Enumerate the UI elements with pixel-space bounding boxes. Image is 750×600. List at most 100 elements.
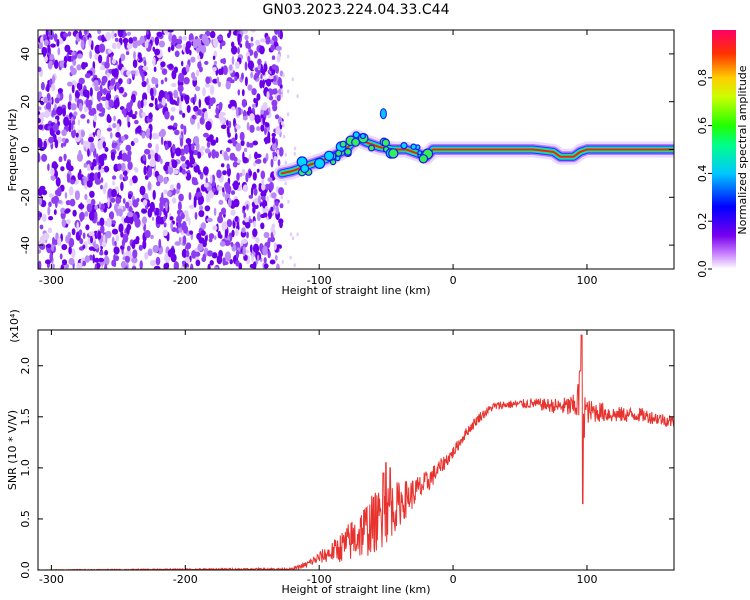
noise-speckle: [57, 237, 62, 247]
snr-marks: [38, 334, 674, 570]
noise-speckle: [266, 91, 270, 100]
noise-speckle: [246, 122, 250, 131]
x-tick-label: 0: [450, 573, 457, 586]
noise-speckle: [78, 203, 85, 210]
noise-speckle: [56, 39, 60, 47]
noise-speckle: [88, 211, 95, 221]
colorbar-tick-label: 0.8: [696, 69, 709, 87]
noise-speckle: [141, 73, 145, 82]
noise-speckle: [145, 128, 150, 139]
noise-speckle: [64, 209, 70, 214]
noise-speckle: [212, 225, 218, 231]
noise-speckle: [52, 263, 55, 269]
noise-speckle: [79, 238, 84, 245]
noise-speckle: [51, 110, 54, 117]
noise-speckle: [176, 215, 182, 224]
noise-speckle: [178, 236, 182, 244]
x-tick-label: -200: [173, 274, 198, 287]
noise-speckle: [245, 40, 250, 49]
noise-speckle: [222, 65, 228, 75]
noise-speckle: [66, 176, 71, 183]
noise-speckle: [201, 112, 205, 119]
noise-speckle: [261, 178, 265, 184]
noise-speckle: [212, 38, 219, 48]
spectrogram-y-axis-label: Frequency (Hz): [6, 109, 19, 192]
noise-speckle: [88, 231, 95, 236]
noise-speckle: [255, 153, 262, 158]
y-tick-label: 1.5: [19, 408, 32, 426]
noise-speckle: [291, 77, 294, 82]
noise-speckle: [263, 257, 267, 264]
noise-speckle: [71, 228, 76, 236]
noise-speckle: [224, 228, 228, 239]
noise-speckle: [293, 263, 296, 268]
noise-speckle: [147, 153, 151, 160]
noise-speckle: [193, 198, 197, 208]
noise-speckle: [163, 189, 168, 195]
noise-speckle: [120, 231, 124, 238]
noise-speckle: [207, 263, 211, 269]
noise-speckle: [103, 165, 110, 173]
noise-speckle: [94, 263, 97, 269]
noise-speckle: [63, 61, 67, 69]
y-tick-label: 20: [19, 95, 32, 109]
noise-speckle: [98, 54, 103, 64]
noise-speckle: [110, 197, 116, 203]
noise-speckle: [116, 144, 120, 151]
noise-speckle: [273, 155, 278, 161]
noise-speckle: [103, 255, 110, 266]
noise-speckle: [170, 115, 175, 121]
noise-speckle: [275, 125, 282, 135]
noise-speckle: [142, 239, 147, 250]
noise-speckle: [272, 151, 277, 157]
noise-speckle: [49, 53, 55, 61]
noise-speckle: [181, 163, 187, 169]
noise-speckle: [60, 207, 66, 214]
noise-speckle: [264, 205, 269, 213]
noise-speckle: [125, 144, 132, 152]
noise-speckle: [271, 192, 277, 199]
noise-speckle: [234, 76, 238, 81]
ridge-blob: [418, 154, 429, 164]
noise-speckle: [282, 73, 285, 78]
noise-speckle: [132, 59, 138, 68]
noise-speckle: [38, 124, 44, 130]
noise-speckle: [64, 44, 71, 53]
noise-speckle: [229, 79, 235, 84]
noise-speckle: [242, 156, 248, 164]
noise-speckle: [286, 112, 290, 117]
noise-speckle: [48, 201, 52, 208]
noise-speckle: [86, 163, 91, 172]
noise-speckle: [195, 38, 202, 47]
noise-speckle: [256, 254, 260, 262]
y-tick-label: 0.0: [19, 561, 32, 579]
noise-speckle: [113, 115, 116, 122]
noise-speckle: [276, 94, 281, 102]
noise-speckle: [83, 162, 88, 168]
noise-speckle: [180, 155, 186, 162]
noise-speckle: [120, 162, 126, 172]
noise-speckle: [185, 172, 192, 181]
noise-speckle: [254, 197, 259, 206]
noise-speckle: [149, 87, 154, 97]
noise-speckle: [193, 115, 197, 120]
noise-speckle: [99, 251, 104, 256]
noise-speckle: [102, 141, 107, 149]
noise-speckle: [170, 99, 177, 105]
noise-speckle: [57, 47, 61, 56]
noise-speckle: [199, 116, 205, 125]
noise-speckle: [164, 143, 169, 151]
noise-speckle: [203, 166, 209, 176]
noise-speckle: [167, 125, 174, 130]
noise-speckle: [167, 165, 171, 172]
noise-speckle: [92, 158, 97, 167]
noise-speckle: [48, 216, 54, 221]
noise-speckle: [104, 147, 109, 152]
noise-speckle: [183, 77, 190, 85]
x-tick-label: 100: [576, 274, 597, 287]
noise-speckle: [128, 206, 133, 213]
noise-speckle: [71, 128, 77, 139]
noise-speckle: [125, 201, 130, 209]
ridge-blob: [388, 148, 399, 159]
noise-speckle: [216, 255, 223, 265]
